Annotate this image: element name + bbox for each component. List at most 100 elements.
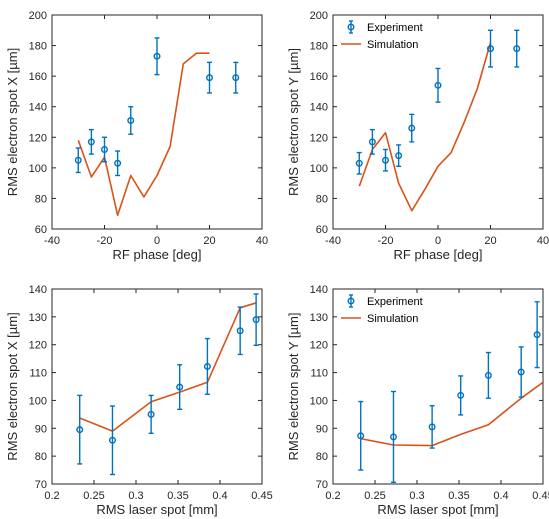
y-tick-label: 180: [310, 41, 328, 53]
chart-panel-3: 0.2 0.25 0.3 0.35 0.4 0.45 70 80 90 100 110 120 130 1…: [5, 284, 273, 517]
x-tick-label: 0.4: [493, 490, 508, 502]
chart-panel-2: -40 -20 0 20 40 60 80 100 120 140 160 180 200 RF phas…: [286, 10, 549, 262]
experiment-point: [382, 156, 390, 164]
y-tick-label: 70: [35, 479, 47, 491]
y-tick-label: 110: [310, 368, 328, 380]
y-tick-label: 140: [310, 102, 328, 114]
legend-experiment-marker: [347, 297, 355, 305]
experiment-point: [114, 159, 122, 167]
y-tick-label: 70: [316, 479, 328, 491]
simulation-line: [358, 42, 492, 212]
x-axis-label: RMS laser spot [mm]: [96, 502, 217, 517]
y-axis-label: RMS electron spot Y [µm]: [286, 313, 301, 461]
x-tick-label: 0.25: [83, 490, 104, 502]
x-tick-label: 0: [435, 235, 441, 247]
experiment-point: [487, 45, 495, 53]
experiment-point: [389, 433, 397, 441]
simulation-line: [79, 302, 257, 432]
plot-frame: [332, 14, 544, 230]
x-tick-label: -40: [44, 235, 60, 247]
experiment-point: [205, 74, 213, 82]
y-tick-label: 80: [35, 193, 47, 205]
y-tick-label: 90: [35, 423, 47, 435]
legend: Experiment Simulation: [341, 294, 423, 325]
x-tick-label: 0.45: [532, 490, 549, 502]
y-tick-label: 120: [29, 132, 47, 144]
x-tick-label: 40: [256, 235, 268, 247]
experiment-point: [108, 436, 116, 444]
data-layer: [74, 37, 240, 216]
experiment-point: [153, 52, 161, 60]
y-tick-label: 60: [316, 224, 328, 236]
y-tick-label: 160: [310, 71, 328, 83]
experiment-point: [100, 146, 108, 154]
x-tick-label: 20: [484, 235, 496, 247]
experiment-point: [434, 81, 442, 89]
y-tick-label: 100: [29, 395, 47, 407]
y-tick-label: 100: [310, 163, 328, 175]
x-tick-label: -20: [97, 235, 113, 247]
experiment-point: [74, 156, 82, 164]
experiment-point: [408, 124, 416, 132]
legend-label: Simulation: [367, 313, 418, 325]
y-tick-label: 140: [29, 102, 47, 114]
legend: Experiment Simulation: [341, 20, 423, 51]
y-axis-label: RMS electron spot Y [µm]: [286, 48, 301, 196]
y-tick-label: 60: [35, 224, 47, 236]
experiment-point: [357, 432, 365, 440]
x-tick-label: 40: [537, 235, 549, 247]
experiment-point: [232, 74, 240, 82]
experiment-point: [428, 423, 436, 431]
experiment-point: [484, 371, 492, 379]
experiment-point: [176, 383, 184, 391]
y-tick-label: 130: [29, 312, 47, 324]
legend-label: Simulation: [367, 39, 418, 51]
experiment-point: [127, 116, 135, 124]
experiment-point: [76, 426, 84, 434]
simulation-line: [77, 52, 210, 216]
chart-panel-1: -40 -20 0 20 40 60 80 100 120 140 160 180 200 RF phas…: [5, 10, 268, 262]
simulation-line: [360, 381, 543, 447]
experiment-point: [395, 152, 403, 160]
legend-label: Experiment: [367, 22, 423, 34]
experiment-point: [203, 362, 211, 370]
chart-panel-4: 0.2 0.25 0.3 0.35 0.4 0.45 70 80 90 100 110 120 130 1…: [286, 284, 549, 517]
y-tick-label: 110: [29, 368, 47, 380]
x-tick-label: 0.25: [364, 490, 385, 502]
x-tick-label: 0: [154, 235, 160, 247]
y-axis-label: RMS electron spot X [µm]: [5, 312, 20, 460]
data-layer: [357, 301, 543, 484]
experiment-point: [236, 327, 244, 335]
x-tick-label: 0.35: [448, 490, 469, 502]
x-axis-label: RF phase [deg]: [394, 247, 483, 262]
legend-experiment-marker: [347, 23, 355, 31]
y-tick-label: 200: [29, 10, 47, 22]
x-tick-label: -20: [378, 235, 394, 247]
y-tick-label: 180: [29, 41, 47, 53]
y-tick-label: 200: [310, 10, 328, 22]
x-tick-label: 0.3: [409, 490, 424, 502]
plot-frame: [51, 288, 263, 485]
x-tick-label: 0.4: [212, 490, 227, 502]
legend-label: Experiment: [367, 296, 423, 308]
x-tick-label: 0.2: [325, 490, 340, 502]
plot-frame: [332, 288, 544, 485]
y-tick-label: 140: [29, 284, 47, 296]
experiment-point: [517, 368, 525, 376]
y-tick-label: 160: [29, 71, 47, 83]
y-tick-label: 100: [310, 395, 328, 407]
x-tick-label: -40: [325, 235, 341, 247]
experiment-point: [368, 138, 376, 146]
experiment-point: [513, 45, 521, 53]
experiment-point: [457, 391, 465, 399]
y-tick-label: 130: [310, 312, 328, 324]
experiment-point: [252, 316, 260, 324]
y-tick-label: 80: [316, 193, 328, 205]
x-axis-label: RMS laser spot [mm]: [377, 502, 498, 517]
y-tick-label: 100: [29, 163, 47, 175]
x-tick-label: 0.45: [251, 490, 272, 502]
y-tick-label: 80: [35, 451, 47, 463]
experiment-point: [533, 331, 541, 339]
y-tick-label: 120: [29, 340, 47, 352]
